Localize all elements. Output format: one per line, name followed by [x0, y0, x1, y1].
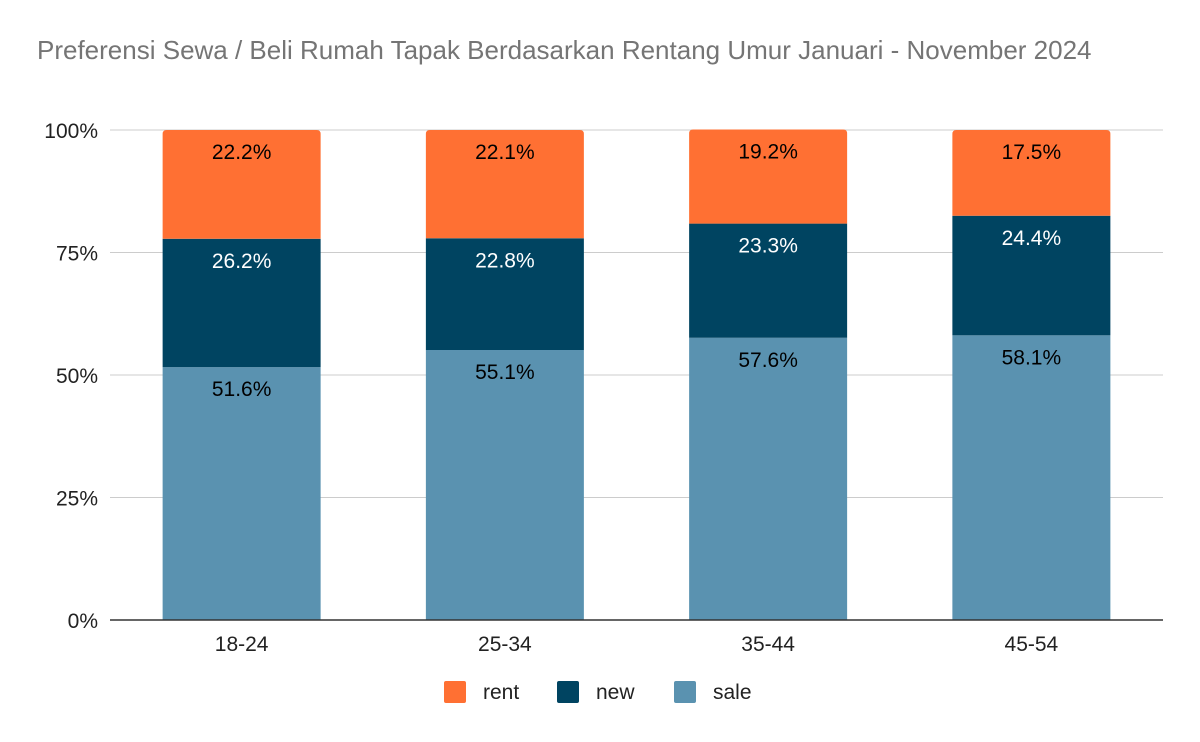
chart-title: Preferensi Sewa / Beli Rumah Tapak Berda… [37, 35, 1092, 65]
data-label-rent: 17.5% [1002, 141, 1062, 164]
legend-label: rent [483, 681, 519, 704]
bar-segment-rent[interactable] [425, 130, 584, 239]
bars [162, 129, 1111, 620]
y-tick-label: 0% [68, 610, 98, 633]
y-tick-label: 100% [44, 120, 98, 143]
data-label-sale: 51.6% [212, 378, 272, 401]
y-axis-tick-labels: 0% 25% 50% 75% 100% [44, 120, 98, 633]
y-tick-label: 25% [56, 488, 98, 511]
x-tick-label: 18-24 [215, 633, 269, 656]
bar-segment-sale[interactable] [689, 337, 848, 620]
bar-segment-sale[interactable] [952, 335, 1111, 620]
legend-swatch [444, 681, 466, 703]
legend-item-new[interactable]: new [557, 681, 635, 704]
legend-swatch [674, 681, 696, 703]
data-label-new: 23.3% [738, 235, 798, 258]
bar-segment-sale[interactable] [425, 350, 584, 620]
legend[interactable]: rent new sale [444, 681, 752, 704]
data-label-sale: 57.6% [738, 349, 798, 372]
legend-label: new [596, 681, 635, 704]
data-labels: 51.6% 26.2% 22.2% 55.1% 22.8% 22.1% 57.6% 23.3%… [212, 141, 1061, 402]
bar-segment-new[interactable] [162, 238, 321, 368]
bar-segment-rent[interactable] [162, 130, 321, 239]
x-tick-label: 35-44 [741, 633, 795, 656]
x-tick-label: 45-54 [1005, 633, 1059, 656]
data-label-new: 24.4% [1002, 227, 1062, 250]
y-tick-label: 50% [56, 365, 98, 388]
bar-segment-new[interactable] [425, 238, 584, 351]
data-label-sale: 55.1% [475, 361, 535, 384]
bar-segment-rent[interactable] [689, 129, 848, 224]
legend-item-sale[interactable]: sale [674, 681, 752, 704]
data-label-rent: 22.2% [212, 141, 272, 164]
data-label-new: 26.2% [212, 250, 272, 273]
legend-label: sale [713, 681, 752, 704]
data-label-rent: 19.2% [738, 141, 798, 164]
data-label-sale: 58.1% [1002, 346, 1062, 369]
bar-segment-new[interactable] [689, 223, 848, 338]
data-label-new: 22.8% [475, 249, 535, 272]
data-label-rent: 22.1% [475, 141, 535, 164]
x-axis-tick-labels: 18-24 25-34 35-44 45-54 [215, 633, 1059, 656]
bar-segment-sale[interactable] [162, 367, 321, 620]
bar-segment-new[interactable] [952, 215, 1111, 336]
x-tick-label: 25-34 [478, 633, 532, 656]
legend-swatch [557, 681, 579, 703]
y-tick-label: 75% [56, 243, 98, 266]
legend-item-rent[interactable]: rent [444, 681, 519, 704]
bar-segment-rent[interactable] [952, 130, 1111, 216]
